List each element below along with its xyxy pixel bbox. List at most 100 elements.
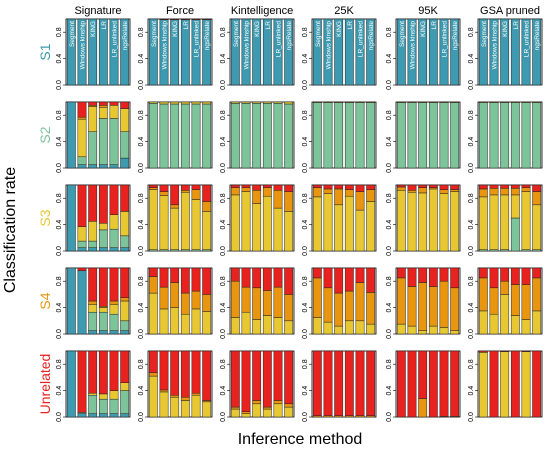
bar-segment-S1 [66, 267, 76, 335]
bar-segment-Unrelated [312, 350, 322, 416]
y-tick-label: 0.0 [302, 246, 309, 256]
bar-segment-S3 [344, 101, 354, 103]
bar-segment-S3 [230, 317, 240, 335]
bar-segment-S3 [180, 101, 190, 105]
bar-segment-Unrelated [98, 267, 108, 307]
bar-segment-Unrelated [521, 184, 531, 188]
bar-segment-Unrelated [273, 350, 283, 401]
bar-segment-Unrelated [407, 350, 417, 418]
y-tick-label: 0.8 [386, 110, 393, 120]
panel-frame [477, 267, 543, 335]
bar-segment-S4 [262, 406, 272, 410]
method-label: Segment [69, 21, 76, 47]
y-tick-label: 0.0 [56, 412, 63, 422]
bar-segment-S1 [489, 18, 499, 86]
bar-segment-S4 [148, 276, 158, 294]
bar-segment-S4 [407, 190, 417, 193]
bar-segment-S2 [88, 311, 98, 331]
bar-segment-S3 [323, 321, 333, 335]
row-label-1: S2 [37, 126, 53, 143]
bar-segment-S3 [202, 211, 212, 250]
bar-segment-S2 [88, 240, 98, 248]
bar-segment-Unrelated [202, 350, 212, 401]
panel-2-2: 0.0 0.4 0.8 [220, 184, 295, 256]
bar-segment-S4 [284, 294, 294, 322]
bar-segment-Unrelated [355, 184, 365, 192]
method-label: Segment [315, 21, 322, 47]
bar-segment-S3 [77, 226, 87, 242]
bar-segment-S4 [428, 286, 438, 327]
bar-segment-S4 [439, 189, 449, 194]
bar-segment-S4 [418, 282, 428, 331]
bar-segment-Unrelated [428, 267, 438, 287]
bar-segment-S2 [191, 103, 201, 169]
bar-segment-Unrelated [77, 267, 87, 271]
bar-segment-Unrelated [439, 350, 449, 417]
bar-segment-Unrelated [120, 184, 130, 212]
y-tick-label: 0.4 [138, 220, 145, 230]
bar-segment-S2 [109, 313, 119, 331]
bar-segment-Unrelated [284, 350, 294, 405]
bar-segment-S3 [450, 191, 460, 252]
method-label: LR_unlinked [442, 21, 449, 58]
panel-4-1: 0.0 0.4 0.8 [138, 350, 213, 422]
method-label: ngsRelate [534, 21, 541, 51]
panel-frame [65, 101, 131, 169]
bar-segment-S3 [88, 392, 98, 396]
bar-segment-S3 [109, 390, 119, 400]
bar-segment-S1 [120, 247, 130, 252]
bar-segment-S4 [241, 411, 251, 414]
y-tick-label: 0.0 [302, 163, 309, 173]
bar-segment-Unrelated [478, 184, 488, 190]
bar-segment-S4 [323, 287, 333, 323]
bar-segment-Unrelated [159, 184, 169, 192]
bar-segment-S2 [159, 103, 169, 169]
bar-segment-S4 [180, 190, 190, 193]
bar-segment-S3 [344, 195, 354, 252]
panel-frame [395, 18, 461, 86]
y-tick-label: 0.4 [386, 137, 393, 147]
bar-segment-S3 [510, 315, 520, 335]
panel-frame [65, 350, 131, 418]
bar-segment-S3 [180, 313, 190, 335]
bar-segment-S3 [355, 320, 365, 335]
bar-segment-Unrelated [439, 184, 449, 190]
panel-frame [147, 184, 213, 252]
bar-segment-S4 [252, 190, 262, 204]
bar-segment-S3 [241, 311, 251, 335]
method-label: LR_unlinked [524, 21, 531, 58]
bar-segment-S2 [323, 102, 333, 169]
bar-segment-Unrelated [344, 267, 354, 292]
bar-segment-S2 [230, 103, 240, 169]
panel-2-3: 0.0 0.4 0.8 [302, 184, 377, 256]
bar-segment-S3 [312, 317, 322, 335]
bar-segment-S3 [418, 101, 428, 103]
bar-segment-S1 [428, 18, 438, 86]
y-tick-label: 0.0 [56, 163, 63, 173]
panel-frame [229, 101, 295, 169]
bar-segment-S3 [120, 211, 130, 237]
y-tick-label: 0.4 [386, 54, 393, 64]
bar-segment-S1 [88, 18, 98, 86]
bar-segment-Unrelated [88, 184, 98, 222]
bar-segment-S1 [148, 18, 158, 86]
bar-segment-S1 [120, 18, 130, 86]
panel-frame [477, 18, 543, 86]
bar-segment-S4 [273, 190, 283, 209]
bar-segment-Unrelated [418, 267, 428, 283]
bar-segment-S2 [510, 217, 520, 252]
bar-segment-Unrelated [109, 267, 119, 302]
bar-segment-Unrelated [241, 184, 251, 188]
bar-segment-S1 [120, 157, 130, 169]
method-label: LR [183, 21, 190, 30]
bar-segment-Unrelated [191, 267, 201, 292]
panel-frame [229, 267, 295, 335]
panel-frame [395, 101, 461, 169]
y-tick-label: 0.4 [302, 54, 309, 64]
bar-segment-Unrelated [88, 267, 98, 302]
bar-segment-S3 [428, 101, 438, 103]
bar-segment-Unrelated [230, 267, 240, 282]
bar-segment-S3 [273, 403, 283, 418]
bar-segment-S3 [439, 193, 449, 252]
panel-0-3: 0.0 0.4 0.8 Segment Windows kinship KING LR LR_… [302, 18, 377, 90]
